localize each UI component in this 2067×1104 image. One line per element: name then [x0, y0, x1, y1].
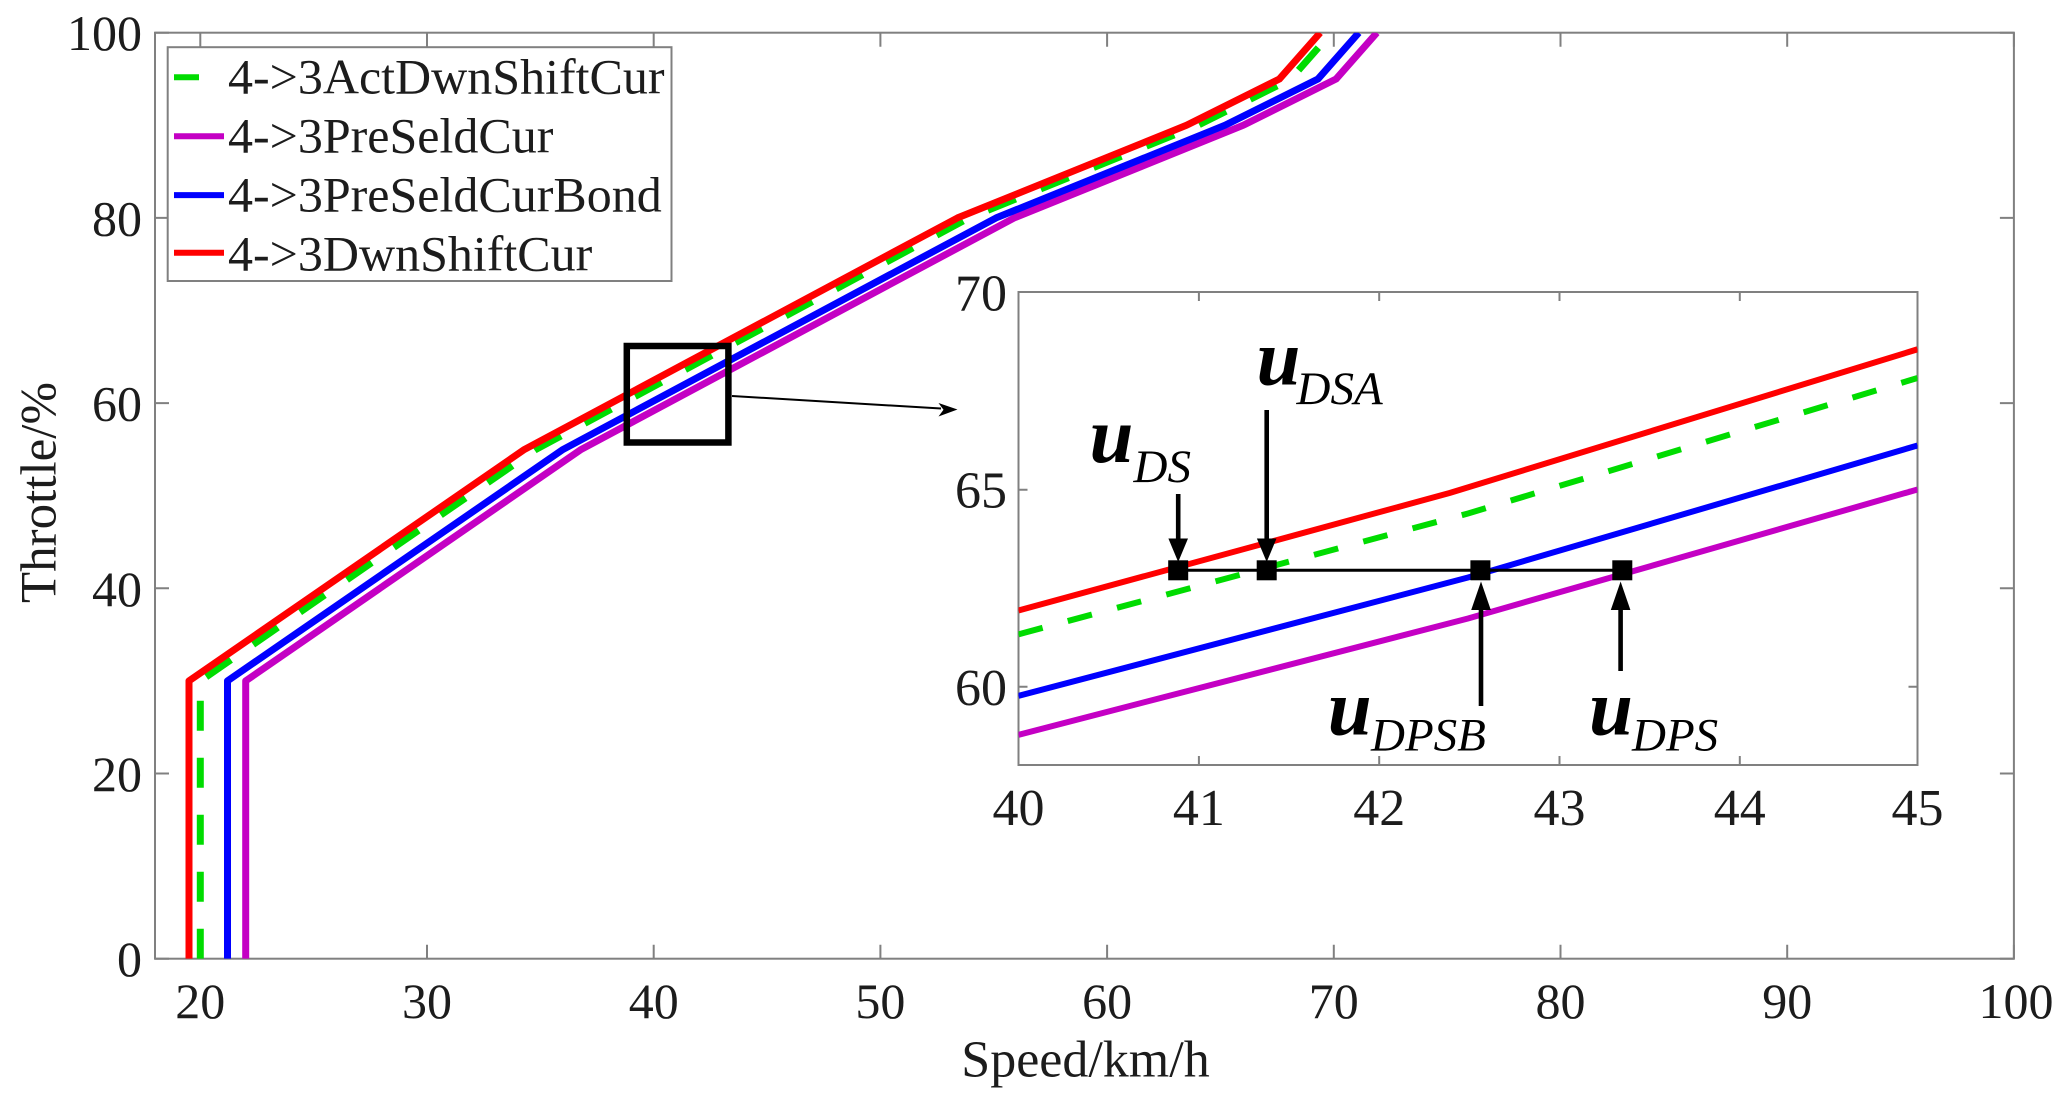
svg-text:4->3ActDwnShiftCur: 4->3ActDwnShiftCur — [228, 49, 665, 105]
svg-text:DPSB: DPSB — [1370, 710, 1486, 762]
svg-text:4->3PreSeldCurBond: 4->3PreSeldCurBond — [228, 167, 662, 223]
svg-text:4->3PreSeldCur: 4->3PreSeldCur — [228, 108, 554, 164]
svg-text:42: 42 — [1353, 780, 1405, 837]
svg-text:60: 60 — [92, 376, 142, 432]
svg-text:70: 70 — [955, 266, 1007, 323]
svg-text:44: 44 — [1714, 780, 1766, 837]
svg-text:20: 20 — [175, 973, 225, 1029]
svg-text:80: 80 — [1536, 973, 1586, 1029]
svg-text:100: 100 — [1979, 973, 2054, 1029]
svg-text:DSA: DSA — [1296, 363, 1383, 415]
svg-text:0: 0 — [117, 931, 142, 987]
svg-text:u: u — [1257, 316, 1301, 403]
svg-text:60: 60 — [1082, 973, 1132, 1029]
svg-text:41: 41 — [1173, 780, 1225, 837]
svg-text:20: 20 — [92, 746, 142, 802]
svg-text:45: 45 — [1892, 780, 1944, 837]
svg-text:40: 40 — [92, 561, 142, 617]
svg-text:65: 65 — [955, 463, 1007, 520]
svg-text:70: 70 — [1309, 973, 1359, 1029]
svg-text:60: 60 — [955, 660, 1007, 717]
svg-text:43: 43 — [1534, 780, 1586, 837]
svg-text:90: 90 — [1762, 973, 1812, 1029]
svg-text:DS: DS — [1133, 441, 1191, 493]
svg-text:30: 30 — [402, 973, 452, 1029]
svg-text:DPS: DPS — [1631, 710, 1718, 762]
svg-text:u: u — [1589, 666, 1633, 753]
svg-text:50: 50 — [855, 973, 905, 1029]
svg-text:40: 40 — [629, 973, 679, 1029]
svg-text:40: 40 — [993, 780, 1045, 837]
svg-text:Speed/km/h: Speed/km/h — [961, 1032, 1209, 1089]
svg-text:100: 100 — [67, 5, 142, 61]
svg-text:u: u — [1328, 666, 1372, 753]
svg-text:4->3DwnShiftCur: 4->3DwnShiftCur — [228, 225, 593, 281]
svg-text:Throttle/%: Throttle/% — [12, 382, 68, 603]
svg-text:80: 80 — [92, 190, 142, 246]
svg-text:u: u — [1090, 393, 1134, 480]
